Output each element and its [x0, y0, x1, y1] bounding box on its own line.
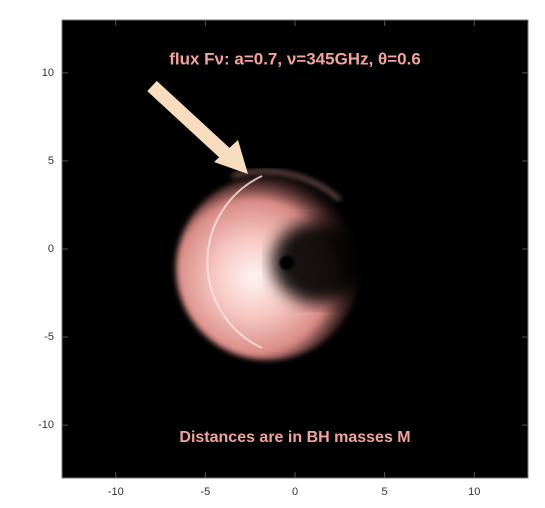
y-tick-label: -5 [44, 331, 54, 343]
y-tick-label: 0 [48, 243, 54, 255]
x-tick-label: 0 [292, 486, 298, 498]
y-tick-label: -10 [38, 419, 54, 431]
y-tick-label: 10 [42, 67, 54, 79]
x-tick-label: 10 [468, 486, 480, 498]
chart-title: flux Fν: a=0.7, ν=345GHz, θ=0.6 [169, 49, 421, 68]
x-tick-label: -5 [200, 486, 210, 498]
x-tick-label: 5 [382, 486, 388, 498]
x-tick-label: -10 [108, 486, 124, 498]
page: {"chart_data": {"type": "image", "title"… [0, 0, 545, 508]
chart: flux Fν: a=0.7, ν=345GHz, θ=0.6 Distance… [0, 0, 545, 508]
annotation: Distances are in BH masses M [179, 429, 410, 446]
y-tick-label: 5 [48, 155, 54, 167]
